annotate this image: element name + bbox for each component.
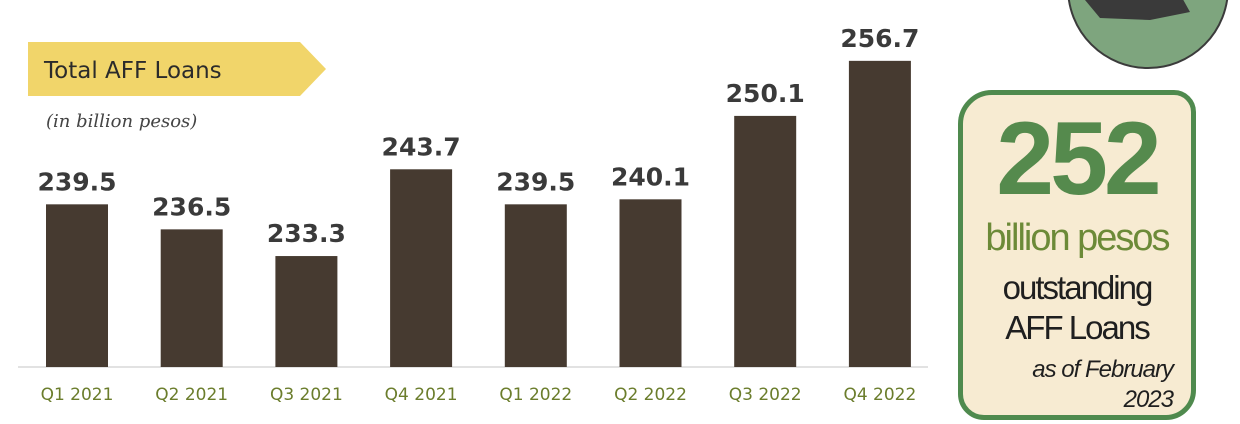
- bar-value-label: 233.3: [267, 219, 346, 248]
- x-tick-label: Q4 2022: [843, 385, 916, 405]
- bar-value-label: 256.7: [840, 24, 919, 53]
- chart-title: Total AFF Loans: [43, 58, 222, 84]
- chart-subtitle: (in billion pesos): [46, 111, 197, 132]
- callout-unit: billion pesos: [985, 217, 1170, 259]
- x-axis-tick-labels: Q1 2021 Q2 2021 Q3 2021 Q4 2021 Q1 2022 Q2 20…: [41, 385, 917, 405]
- bar-q1-2021: [46, 204, 108, 367]
- bar-q3-2021: [275, 256, 338, 367]
- bar-q2-2021: [160, 229, 223, 367]
- bar-value-label: 240.1: [611, 162, 690, 191]
- bar-value-label: 239.5: [37, 167, 116, 196]
- x-tick-label: Q3 2021: [270, 385, 343, 405]
- bar-value-label: 250.1: [726, 79, 805, 108]
- callout-value: 252: [996, 101, 1162, 217]
- x-tick-label: Q2 2022: [614, 385, 687, 405]
- x-tick-label: Q2 2021: [155, 385, 228, 405]
- outstanding-loans-callout: 252 billion pesos outstanding AFF Loans …: [958, 90, 1196, 420]
- bar-value-label: 243.7: [382, 132, 461, 161]
- bar-value-label: 236.5: [152, 192, 231, 221]
- badge-arrow-icon: [1085, 0, 1190, 20]
- bar-value-label: 239.5: [496, 167, 575, 196]
- x-tick-label: Q1 2021: [41, 385, 114, 405]
- x-tick-label: Q1 2022: [499, 385, 572, 405]
- callout-line-2: AFF Loans: [1005, 309, 1150, 346]
- x-tick-label: Q3 2022: [729, 385, 802, 405]
- x-tick-label: Q4 2021: [385, 385, 458, 405]
- bar-value-labels: 239.5 236.5 233.3 243.7 239.5 240.1 250.1 256.7: [37, 24, 919, 248]
- bar-q2-2022: [619, 199, 682, 367]
- bar-q4-2021: [390, 169, 453, 367]
- callout-line-1: outstanding: [1002, 269, 1154, 306]
- title-banner-shape: [28, 42, 326, 96]
- bar-q4-2022: [848, 60, 911, 368]
- title-banner: Total AFF Loans: [28, 42, 326, 96]
- bar-q3-2022: [734, 115, 797, 367]
- bar-series: [46, 60, 911, 368]
- bar-q1-2022: [504, 204, 567, 367]
- callout-date: as of February 2023: [1032, 356, 1174, 413]
- corner-badge: [1067, 0, 1229, 69]
